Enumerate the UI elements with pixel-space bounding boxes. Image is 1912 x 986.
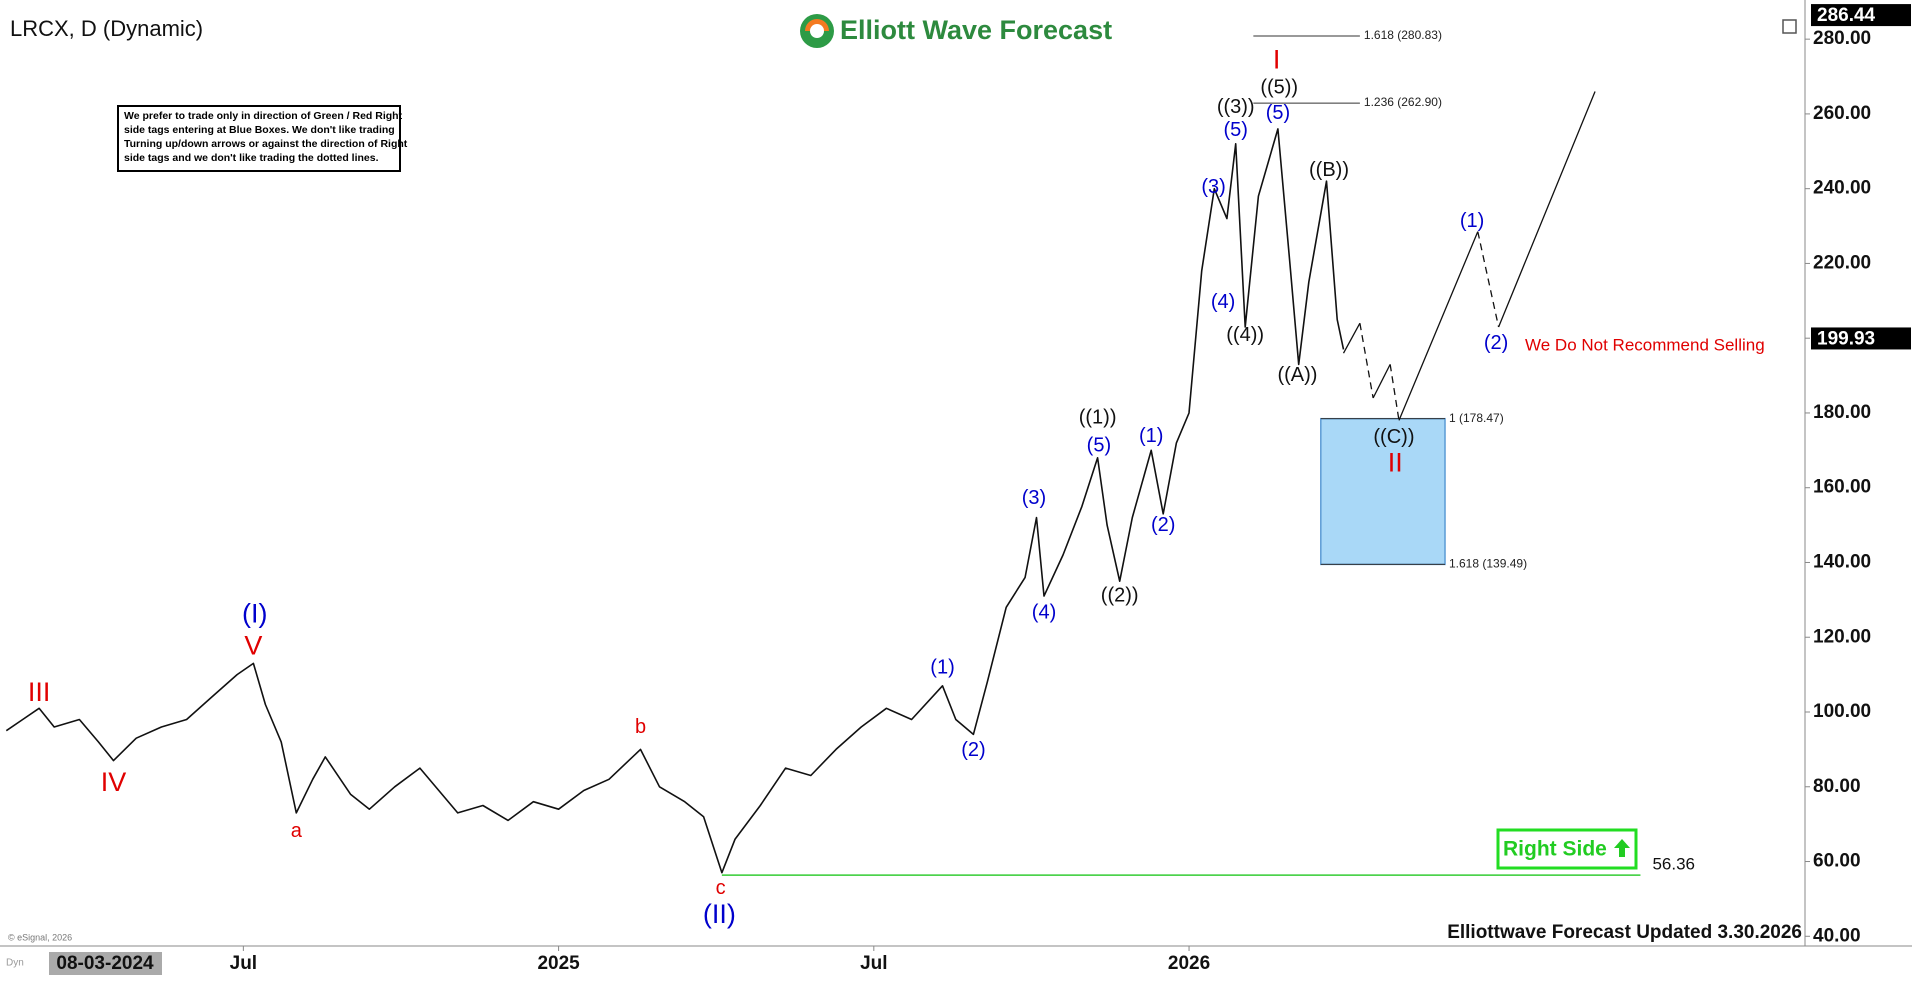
footer-text: Elliottwave Forecast Updated 3.30.2026 bbox=[1447, 922, 1802, 943]
y-tick-label: 100.00 bbox=[1813, 701, 1871, 722]
y-tick-label: 160.00 bbox=[1813, 477, 1871, 498]
wave-label: III bbox=[28, 677, 51, 707]
info-line: side tags and we don't like trading the … bbox=[124, 152, 379, 164]
info-line: side tags entering at Blue Boxes. We don… bbox=[124, 124, 395, 136]
projection-segment bbox=[1389, 364, 1400, 421]
fib-label: 1 (178.47) bbox=[1449, 411, 1504, 425]
info-line: We prefer to trade only in direction of … bbox=[124, 110, 403, 122]
y-tick-label: 180.00 bbox=[1813, 402, 1871, 423]
wave-label: (5) bbox=[1087, 435, 1111, 457]
wave-label: IV bbox=[101, 767, 127, 797]
projection-segment bbox=[1398, 231, 1479, 421]
wave-label: ((4)) bbox=[1226, 324, 1264, 346]
wave-label: ((1)) bbox=[1079, 406, 1117, 428]
wave-label: ((2)) bbox=[1101, 584, 1139, 606]
wave-label: (1) bbox=[1139, 425, 1163, 447]
wave-label: ((B)) bbox=[1309, 159, 1349, 181]
axis-readout: 286.44 bbox=[1817, 5, 1876, 26]
logo-text: Elliott Wave Forecast bbox=[840, 15, 1112, 45]
x-tick-label: 2026 bbox=[1168, 953, 1210, 974]
projection-segment bbox=[1372, 364, 1391, 399]
y-tick-label: 260.00 bbox=[1813, 103, 1871, 124]
fib-label: 1.618 (139.49) bbox=[1449, 557, 1527, 571]
logo-icon-core bbox=[810, 24, 824, 38]
fib-label: 1.618 (280.83) bbox=[1364, 28, 1442, 42]
wave-label: (2) bbox=[1484, 332, 1508, 354]
wave-label: (3) bbox=[1201, 176, 1225, 198]
wave-label: ((A)) bbox=[1277, 364, 1317, 386]
x-tick-label: Jul bbox=[230, 953, 257, 974]
x-tick-label: Jul bbox=[860, 953, 887, 974]
wave-label: ((C)) bbox=[1373, 426, 1414, 448]
fib-label: 1.236 (262.90) bbox=[1364, 95, 1442, 109]
wave-label: (5) bbox=[1223, 119, 1247, 141]
wave-label: (1) bbox=[930, 657, 954, 679]
support-label: 56.36 bbox=[1652, 855, 1695, 874]
last-price-box bbox=[1811, 327, 1911, 350]
wave-label: (4) bbox=[1211, 291, 1235, 313]
y-tick-label: 40.00 bbox=[1813, 925, 1861, 946]
wave-label: (1) bbox=[1460, 210, 1484, 232]
projection-segment bbox=[1497, 91, 1596, 328]
wave-label: ((5)) bbox=[1260, 76, 1298, 98]
wave-label: ((3)) bbox=[1217, 96, 1255, 118]
wave-label: (4) bbox=[1032, 602, 1056, 624]
info-text: We prefer to trade only in direction of … bbox=[124, 110, 408, 164]
y-tick-label: 220.00 bbox=[1813, 252, 1871, 273]
info-line: Turning up/down arrows or against the di… bbox=[124, 138, 408, 150]
projection-segment bbox=[1359, 323, 1374, 399]
cursor-date: 08-03-2024 bbox=[56, 953, 154, 974]
wave-label: (5) bbox=[1266, 102, 1290, 124]
last-price: 199.93 bbox=[1817, 328, 1875, 349]
axis-readout-box bbox=[1811, 4, 1911, 27]
price-line bbox=[5, 128, 1345, 874]
cursor-date-box bbox=[49, 952, 162, 975]
logo: Elliott Wave Forecast bbox=[800, 14, 1112, 48]
info-box bbox=[117, 105, 401, 172]
right-side-text: Right Side bbox=[1503, 838, 1607, 861]
projection-segment bbox=[1477, 231, 1500, 328]
wave-label: (2) bbox=[961, 739, 985, 761]
wave-label: (I) bbox=[242, 599, 267, 629]
wave-label: a bbox=[291, 820, 303, 842]
y-tick-label: 140.00 bbox=[1813, 551, 1871, 572]
wave-label: V bbox=[244, 630, 262, 660]
y-tick-label: 280.00 bbox=[1813, 28, 1871, 49]
wave-label: (2) bbox=[1151, 514, 1175, 536]
y-tick-label: 80.00 bbox=[1813, 776, 1861, 797]
wave-label: I bbox=[1273, 44, 1281, 74]
corner-tag: Dyn bbox=[6, 958, 24, 969]
y-tick-label: 240.00 bbox=[1813, 178, 1871, 199]
wave-label: (3) bbox=[1022, 487, 1046, 509]
copyright: © eSignal, 2026 bbox=[8, 932, 72, 942]
projection-segment bbox=[1342, 322, 1361, 354]
wave-label: II bbox=[1388, 448, 1403, 478]
x-tick-label: 2025 bbox=[537, 953, 580, 974]
window-icon bbox=[1782, 19, 1797, 34]
y-tick-label: 120.00 bbox=[1813, 626, 1871, 647]
chart-title: LRCX, D (Dynamic) bbox=[10, 16, 203, 41]
right-side-box bbox=[1496, 828, 1638, 870]
wave-label: b bbox=[635, 716, 646, 738]
y-tick-label: 60.00 bbox=[1813, 851, 1861, 872]
wave-label: c bbox=[716, 877, 726, 899]
wave-label: (II) bbox=[703, 899, 736, 929]
warning-text: We Do Not Recommend Selling bbox=[1525, 335, 1765, 354]
right-side-arrow bbox=[1614, 839, 1630, 857]
